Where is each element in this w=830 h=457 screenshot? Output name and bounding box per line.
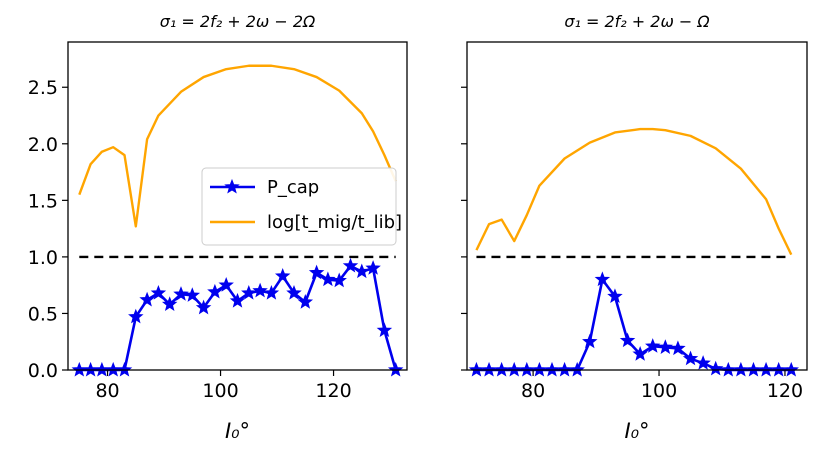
data-point — [506, 361, 522, 377]
data-point — [82, 361, 99, 377]
y-tick-label: 2.0 — [28, 134, 58, 156]
series-line-log-ratio — [78, 64, 397, 228]
data-point — [150, 284, 167, 300]
data-point — [297, 294, 314, 309]
data-point — [733, 361, 749, 377]
data-point — [670, 340, 686, 356]
data-point — [263, 284, 280, 300]
data-point — [682, 350, 699, 366]
data-point — [365, 260, 381, 275]
data-point — [229, 292, 246, 308]
left-panel: 80 100 120 0.0 0.5 1.0 1.5 2.0 2.5 σ₁ = 2f₂ + 2ω … — [28, 12, 408, 443]
data-point — [105, 361, 121, 377]
legend: P_cap log[t_mig/t_lib] — [201, 167, 402, 246]
plot-frame — [67, 41, 408, 371]
data-point — [128, 308, 144, 324]
data-point — [184, 287, 201, 302]
data-point — [94, 361, 110, 377]
data-point — [695, 355, 711, 370]
data-point — [342, 257, 359, 273]
data-point — [582, 333, 598, 349]
data-point — [607, 288, 623, 304]
data-point — [71, 361, 88, 377]
data-point — [657, 339, 674, 354]
data-point — [770, 361, 787, 377]
x-tick-label: 120 — [767, 380, 803, 402]
data-point — [161, 296, 178, 311]
data-point — [531, 361, 548, 377]
data-point — [354, 263, 370, 279]
data-point — [619, 332, 636, 348]
data-point — [645, 338, 661, 353]
data-point — [286, 284, 302, 300]
data-point — [331, 272, 347, 288]
legend-marker — [224, 178, 240, 194]
data-point — [241, 284, 257, 300]
data-point — [320, 271, 336, 287]
data-point — [481, 361, 497, 377]
chart-title: σ₁ = 2f₂ + 2ω − 2Ω — [160, 12, 316, 31]
data-point — [308, 264, 325, 280]
data-point — [387, 361, 404, 377]
data-point — [720, 361, 737, 377]
y-tick-label: 2.5 — [28, 77, 58, 99]
data-point — [218, 277, 234, 292]
data-point — [519, 361, 535, 377]
series-line-pcap — [79, 264, 397, 372]
data-point — [493, 361, 510, 377]
y-tick-label: 0.0 — [28, 360, 58, 382]
data-point — [195, 299, 212, 315]
legend-label: log[t_mig/t_lib] — [267, 212, 402, 233]
data-point — [173, 286, 189, 301]
y-tick-label: 0.5 — [28, 303, 58, 325]
data-point — [376, 322, 393, 337]
data-point — [569, 361, 585, 377]
data-point — [274, 268, 291, 283]
data-point — [207, 283, 223, 299]
series-line-pcap — [476, 278, 792, 372]
data-point — [707, 360, 724, 376]
data-point — [594, 271, 611, 287]
data-point — [544, 361, 560, 377]
plot-frame — [466, 41, 808, 371]
data-point — [116, 361, 133, 377]
data-point — [632, 346, 648, 361]
chart-title: σ₁ = 2f₂ + 2ω − Ω — [564, 12, 710, 31]
x-tick-label: 80 — [95, 380, 119, 402]
legend-label: P_cap — [267, 177, 319, 198]
right-panel: 80 100 120 σ₁ = 2f₂ + 2ω − Ω I₀° — [461, 12, 808, 443]
data-point — [745, 361, 762, 377]
y-tick-label: 1.0 — [28, 247, 58, 269]
x-axis-label: I₀° — [624, 419, 649, 443]
data-point — [758, 361, 774, 377]
x-tick-label: 100 — [202, 380, 238, 402]
data-point — [252, 282, 268, 298]
data-point — [468, 361, 485, 377]
x-axis-label: I₀° — [225, 419, 250, 443]
data-point — [556, 361, 573, 377]
data-point — [783, 361, 799, 377]
y-tick-label: 1.5 — [28, 190, 58, 212]
x-tick-label: 120 — [315, 380, 351, 402]
data-point — [139, 291, 155, 307]
series-line-log-ratio — [475, 127, 793, 256]
x-tick-label: 100 — [641, 380, 677, 402]
x-tick-label: 80 — [521, 380, 545, 402]
